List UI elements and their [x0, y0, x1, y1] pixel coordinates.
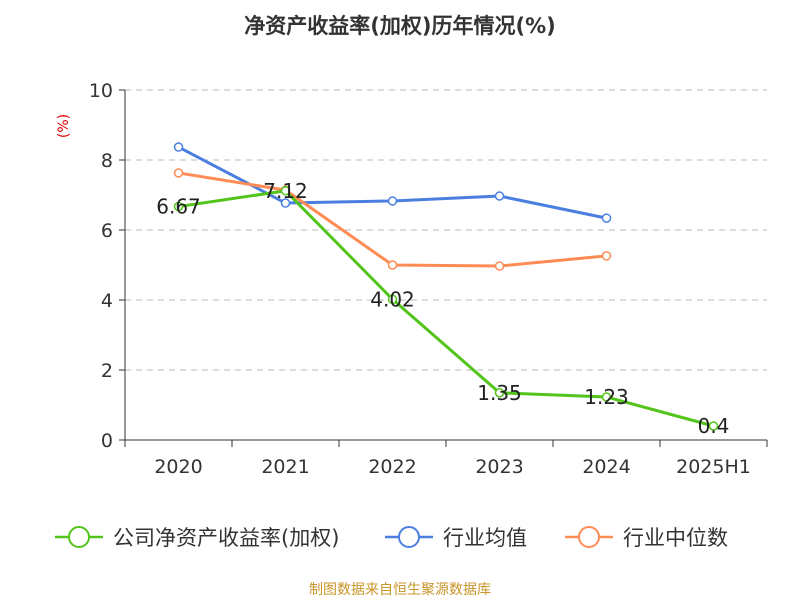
data-label: 1.35: [477, 381, 522, 405]
data-point: [173, 142, 184, 152]
data-point: [173, 168, 184, 178]
data-point: [494, 261, 505, 271]
y-tick-label: 2: [101, 360, 113, 382]
y-tick-label: 0: [101, 430, 113, 452]
y-tick-label: 4: [101, 290, 113, 312]
data-label: 0.4: [698, 414, 730, 438]
x-tick-label: 2020: [154, 456, 202, 478]
data-point: [280, 186, 291, 196]
legend-marker-icon: [578, 526, 600, 548]
legend-marker-icon: [68, 526, 90, 548]
legend-label: 公司净资产收益率(加权): [113, 526, 339, 550]
x-tick-label: 2022: [368, 456, 416, 478]
data-label: 1.23: [584, 385, 629, 409]
legend-marker-icon: [398, 526, 420, 548]
x-tick-label: 2024: [582, 456, 630, 478]
data-label: 7.12: [263, 179, 308, 203]
data-point: [601, 392, 612, 402]
data-point: [280, 198, 291, 208]
y-tick-label: 10: [89, 80, 113, 102]
data-point: [494, 191, 505, 201]
data-label: 4.02: [370, 287, 415, 311]
data-point: [173, 201, 184, 212]
y-axis-label: (%): [56, 114, 72, 138]
y-tick-label: 6: [101, 220, 113, 242]
series-line: [178, 189, 714, 428]
data-label: 6.67: [156, 195, 201, 219]
x-tick-label: 2025H1: [676, 456, 751, 478]
data-point: [708, 421, 719, 431]
data-point: [387, 260, 398, 270]
data-point: [601, 213, 612, 223]
data-point: [387, 196, 398, 206]
series-line: [178, 171, 607, 268]
data-point: [494, 388, 505, 398]
chart-title: 净资产收益率(加权)历年情况(%): [244, 14, 555, 38]
x-tick-label: 2021: [261, 456, 309, 478]
data-point: [387, 294, 398, 305]
y-tick-label: 8: [101, 150, 113, 172]
legend-label: 行业中位数: [623, 526, 728, 550]
source-note: 制图数据来自恒生聚源数据库: [309, 582, 491, 598]
legend-label: 行业均值: [443, 526, 527, 550]
x-tick-label: 2023: [475, 456, 523, 478]
data-point: [601, 251, 612, 261]
